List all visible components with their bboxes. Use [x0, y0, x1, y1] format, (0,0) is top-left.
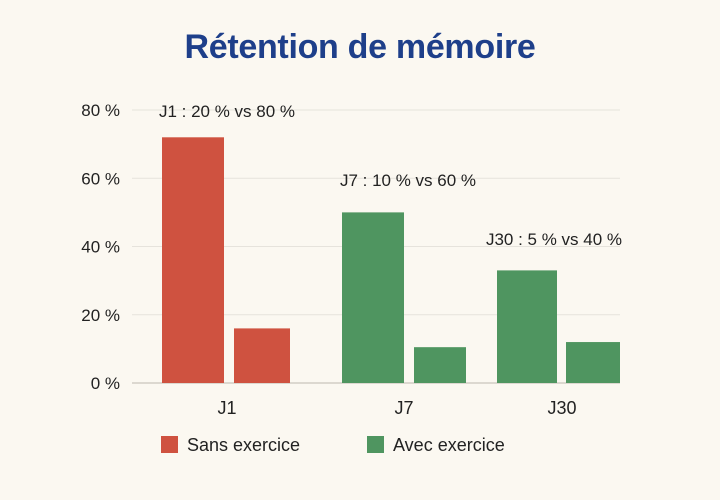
y-tick-label: 40 % [81, 238, 120, 257]
bar-j30-primary [497, 270, 557, 383]
x-tick-label: J7 [394, 398, 413, 418]
y-tick-label: 20 % [81, 306, 120, 325]
y-tick-label: 60 % [81, 169, 120, 188]
bar-j1-primary [162, 137, 224, 383]
legend-label: Sans exercice [187, 435, 300, 455]
bar-j7-secondary [414, 347, 466, 383]
legend-label: Avec exercice [393, 435, 505, 455]
y-tick-label: 0 % [91, 374, 120, 393]
x-tick-label: J1 [217, 398, 236, 418]
bar-j7-primary [342, 212, 404, 383]
legend-swatch [161, 436, 178, 453]
bar-j30-secondary [566, 342, 620, 383]
legend-swatch [367, 436, 384, 453]
bar-j1-secondary [234, 328, 290, 383]
x-tick-label: J30 [547, 398, 576, 418]
y-tick-label: 80 % [81, 101, 120, 120]
annotation-j30: J30 : 5 % vs 40 % [486, 230, 622, 249]
chart-title: Rétention de mémoire [184, 28, 536, 66]
annotation-j7: J7 : 10 % vs 60 % [340, 171, 476, 190]
annotation-j1: J1 : 20 % vs 80 % [159, 102, 295, 121]
